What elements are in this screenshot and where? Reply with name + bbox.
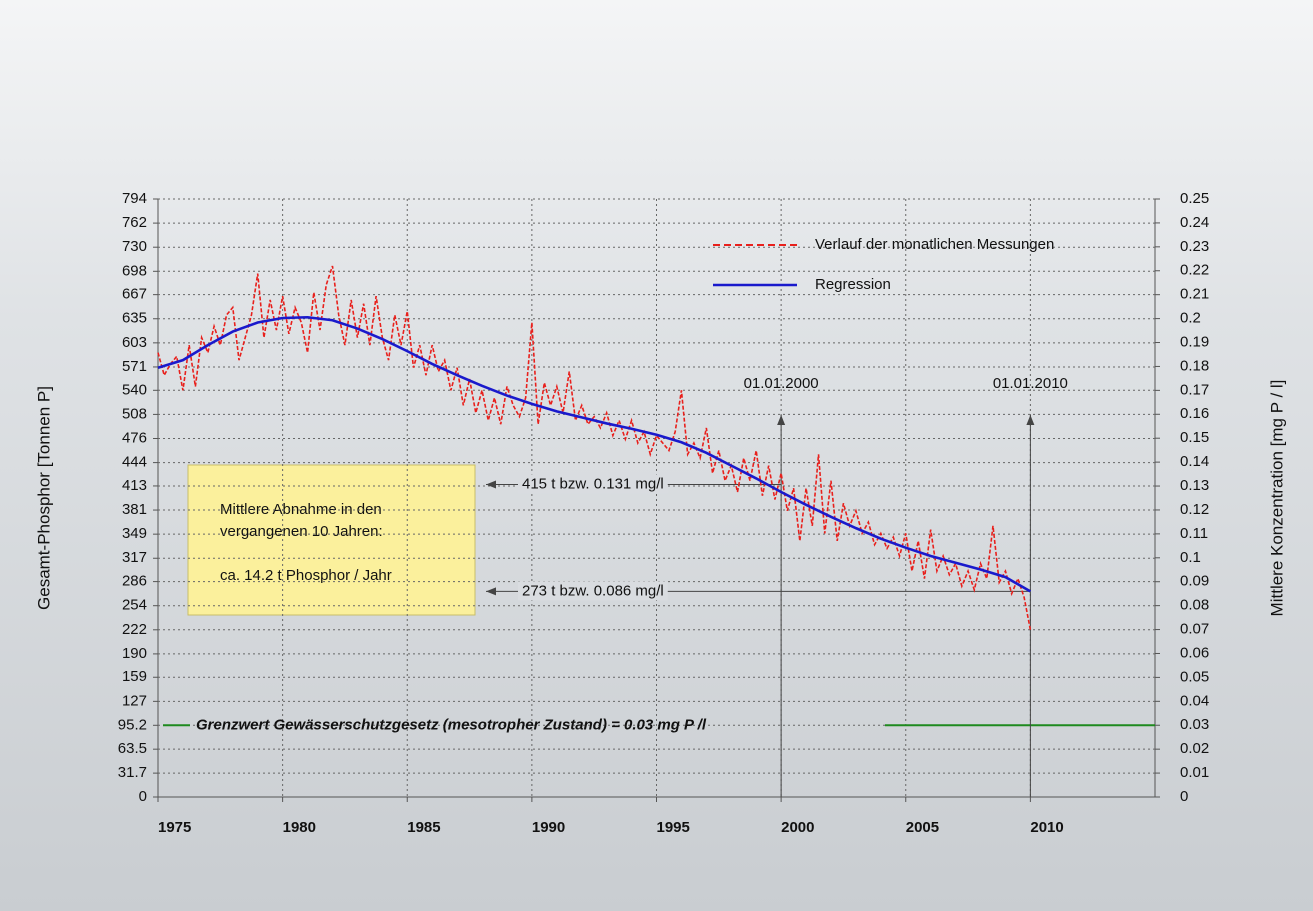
y2-tick-label: 0.18 bbox=[1180, 357, 1209, 374]
y2-tick-label: 0.09 bbox=[1180, 573, 1209, 590]
date-label: 01.01.2010 bbox=[993, 375, 1068, 392]
y2-tick-label: 0.17 bbox=[1180, 381, 1209, 398]
y2-tick-label: 0.06 bbox=[1180, 644, 1209, 661]
y2-tick-label: 0.1 bbox=[1180, 549, 1201, 566]
y-tick-label: 159 bbox=[122, 668, 147, 685]
y-tick-label: 603 bbox=[122, 334, 147, 351]
y2-tick-label: 0.2 bbox=[1180, 310, 1201, 327]
x-tick-label: 1980 bbox=[283, 819, 316, 836]
y-tick-label: 222 bbox=[122, 621, 147, 638]
x-tick-label: 1985 bbox=[407, 819, 440, 836]
y-tick-label: 63.5 bbox=[118, 740, 147, 757]
y2-tick-label: 0.19 bbox=[1180, 333, 1209, 350]
y-tick-label: 444 bbox=[122, 454, 147, 471]
y2-tick-label: 0.23 bbox=[1180, 238, 1209, 255]
y2-tick-label: 0.12 bbox=[1180, 501, 1209, 518]
y-tick-label: 698 bbox=[122, 262, 147, 279]
y-tick-label: 286 bbox=[122, 573, 147, 590]
y-tick-label: 794 bbox=[122, 190, 147, 207]
threshold-label: Grenzwert Gewässerschutzgesetz (mesotrop… bbox=[196, 716, 707, 733]
x-tick-label: 2005 bbox=[906, 819, 939, 836]
y-tick-label: 476 bbox=[122, 429, 147, 446]
y2-tick-label: 0.02 bbox=[1180, 740, 1209, 757]
legend-label: Verlauf der monatlichen Messungen bbox=[815, 236, 1054, 253]
y-tick-label: 0 bbox=[139, 788, 147, 805]
y2-tick-label: 0.07 bbox=[1180, 621, 1209, 638]
y2-tick-label: 0 bbox=[1180, 788, 1188, 805]
y-tick-label: 413 bbox=[122, 477, 147, 494]
y-tick-label: 254 bbox=[122, 597, 147, 614]
y-tick-label: 190 bbox=[122, 645, 147, 662]
y-axis-title: Gesamt-Phosphor [Tonnen P] bbox=[34, 386, 53, 610]
y2-tick-label: 0.11 bbox=[1180, 525, 1208, 542]
y2-tick-label: 0.14 bbox=[1180, 453, 1209, 470]
note-text: Mittlere Abnahme in den bbox=[220, 501, 382, 518]
y2-tick-label: 0.15 bbox=[1180, 429, 1209, 446]
y2-axis-title: Mittlere Konzentration [mg P / l] bbox=[1267, 380, 1286, 617]
y-tick-label: 317 bbox=[122, 549, 147, 566]
y2-tick-label: 0.03 bbox=[1180, 716, 1209, 733]
y-tick-label: 571 bbox=[122, 358, 147, 375]
y2-tick-label: 0.08 bbox=[1180, 597, 1209, 614]
y2-tick-label: 0.25 bbox=[1180, 190, 1209, 207]
y2-tick-label: 0.16 bbox=[1180, 405, 1209, 422]
y-tick-label: 730 bbox=[122, 238, 147, 255]
y-tick-label: 762 bbox=[122, 214, 147, 231]
y2-tick-label: 0.04 bbox=[1180, 692, 1209, 709]
y-tick-label: 635 bbox=[122, 310, 147, 327]
x-tick-label: 1990 bbox=[532, 819, 565, 836]
y-tick-label: 508 bbox=[122, 405, 147, 422]
y2-tick-label: 0.24 bbox=[1180, 214, 1209, 231]
y-tick-label: 381 bbox=[122, 501, 147, 518]
chart: Gesamt-Phosphor [Tonnen P] Mittlere Konz… bbox=[0, 0, 1313, 911]
level-label: 415 t bzw. 0.131 mg/l bbox=[522, 475, 664, 492]
y2-tick-label: 0.22 bbox=[1180, 262, 1209, 279]
y2-tick-label: 0.01 bbox=[1180, 764, 1209, 781]
x-tick-label: 2000 bbox=[781, 819, 814, 836]
y-tick-label: 540 bbox=[122, 381, 147, 398]
y-tick-label: 95.2 bbox=[118, 716, 147, 733]
y2-tick-label: 0.13 bbox=[1180, 477, 1209, 494]
level-label: 273 t bzw. 0.086 mg/l bbox=[522, 582, 664, 599]
x-tick-label: 1975 bbox=[158, 819, 191, 836]
note-text: vergangenen 10 Jahren: bbox=[220, 523, 383, 540]
x-tick-label: 1995 bbox=[657, 819, 690, 836]
note-text: ca. 14.2 t Phosphor / Jahr bbox=[220, 567, 392, 584]
y-tick-label: 127 bbox=[122, 692, 147, 709]
y-tick-label: 349 bbox=[122, 525, 147, 542]
y2-tick-label: 0.05 bbox=[1180, 668, 1209, 685]
legend-label: Regression bbox=[815, 276, 891, 293]
y2-tick-label: 0.21 bbox=[1180, 286, 1209, 303]
date-label: 01.01.2000 bbox=[744, 375, 819, 392]
y-tick-label: 31.7 bbox=[118, 764, 147, 781]
x-tick-label: 2010 bbox=[1030, 819, 1063, 836]
y-tick-label: 667 bbox=[122, 286, 147, 303]
note-box bbox=[188, 465, 475, 615]
